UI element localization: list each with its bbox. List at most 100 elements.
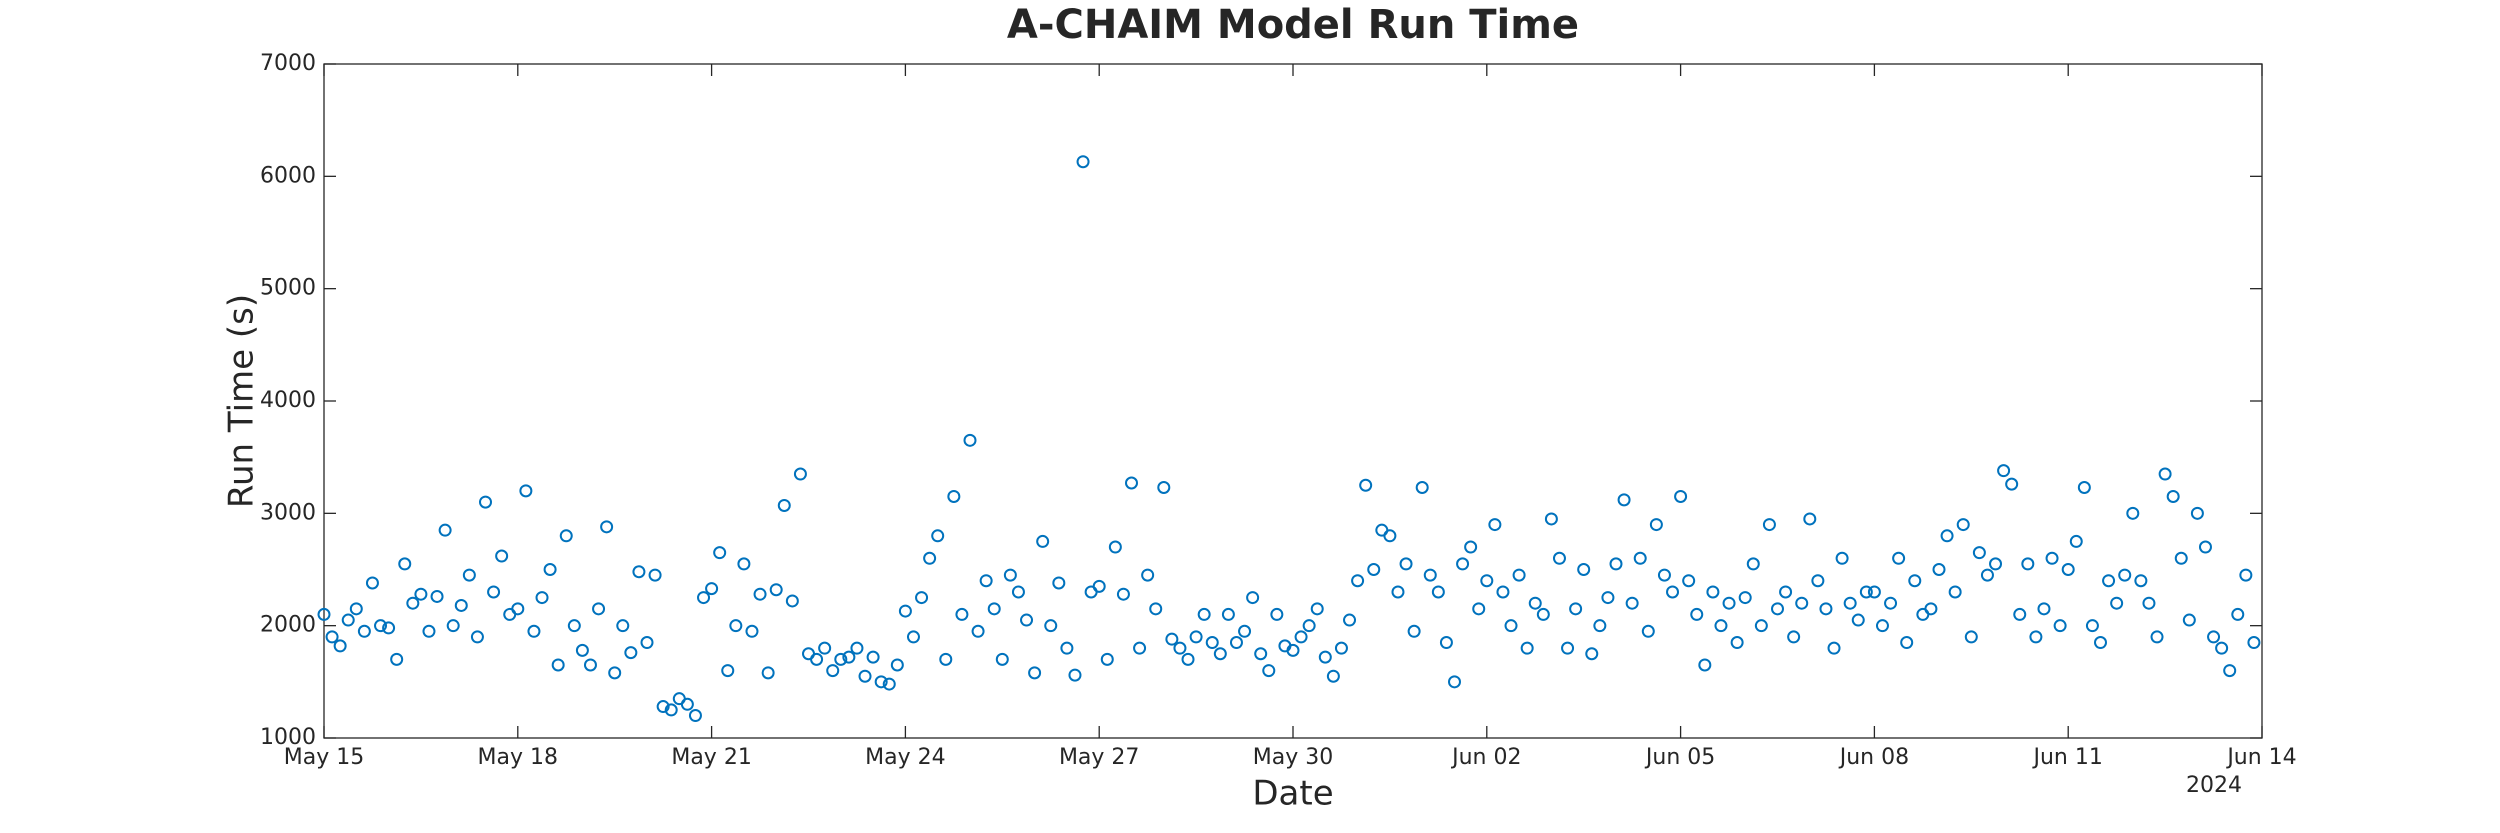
point <box>1367 563 1381 576</box>
point <box>1972 546 1986 560</box>
point <box>2231 607 2245 621</box>
point <box>2126 506 2140 520</box>
point <box>1811 574 1825 588</box>
point <box>1480 574 1494 588</box>
point <box>2198 540 2212 554</box>
point <box>1294 630 1308 644</box>
point <box>1593 619 1607 633</box>
point <box>2110 596 2124 610</box>
point <box>357 624 371 638</box>
point <box>1569 602 1583 616</box>
point <box>915 591 929 605</box>
point <box>2069 534 2083 548</box>
point <box>592 602 606 616</box>
point <box>1795 596 1809 610</box>
point <box>1044 619 1058 633</box>
point <box>1439 636 1453 650</box>
point <box>438 523 452 537</box>
point <box>931 529 945 543</box>
point <box>1351 574 1365 588</box>
point <box>1100 652 1114 666</box>
y-tick-label: 6000 <box>260 163 316 188</box>
point <box>1262 664 1276 678</box>
point <box>1488 518 1502 532</box>
y-tick-label: 4000 <box>260 388 316 413</box>
point <box>511 602 525 616</box>
x-tick-label: May 24 <box>865 745 945 770</box>
point <box>1229 636 1243 650</box>
point <box>1165 632 1179 646</box>
y-tick-label: 2000 <box>260 613 316 638</box>
point <box>1940 529 1954 543</box>
point <box>559 529 573 543</box>
point <box>1173 641 1187 655</box>
point <box>1577 563 1591 576</box>
point <box>995 652 1009 666</box>
point <box>567 619 581 633</box>
point <box>624 646 638 660</box>
point <box>1052 576 1066 590</box>
point <box>1867 585 1881 599</box>
point <box>454 598 468 612</box>
x-axis-year: 2024 <box>2186 773 2242 798</box>
point <box>753 587 767 601</box>
point <box>1464 540 1478 554</box>
point <box>1989 557 2003 571</box>
point <box>874 675 888 689</box>
point <box>713 546 727 560</box>
point <box>858 669 872 683</box>
point <box>1900 636 1914 650</box>
point <box>664 703 678 717</box>
point <box>850 641 864 655</box>
point <box>543 563 557 576</box>
point <box>1456 557 1470 571</box>
point <box>1835 551 1849 565</box>
point <box>1536 607 1550 621</box>
point <box>2013 607 2027 621</box>
point <box>656 700 670 714</box>
point <box>1504 619 1518 633</box>
point <box>1625 596 1639 610</box>
point <box>1270 607 1284 621</box>
point <box>398 557 412 571</box>
point <box>1843 596 1857 610</box>
point <box>1318 650 1332 664</box>
point <box>1205 636 1219 650</box>
point <box>793 467 807 481</box>
point <box>422 624 436 638</box>
point <box>1609 557 1623 571</box>
point <box>1666 585 1680 599</box>
point <box>1738 591 1752 605</box>
point <box>1964 630 1978 644</box>
x-tick-label: Jun 11 <box>2032 745 2103 770</box>
point <box>1189 630 1203 644</box>
point <box>632 565 646 579</box>
point <box>1092 579 1106 593</box>
point <box>1884 596 1898 610</box>
point <box>1980 568 1994 582</box>
point <box>939 652 953 666</box>
point <box>1722 596 1736 610</box>
point <box>906 630 920 644</box>
point <box>721 664 735 678</box>
point <box>349 602 363 616</box>
point <box>2029 630 2043 644</box>
point <box>1552 551 1566 565</box>
point <box>487 585 501 599</box>
point <box>365 576 379 590</box>
point <box>1068 668 1082 682</box>
point <box>325 630 339 644</box>
point <box>551 658 565 672</box>
point <box>2005 477 2019 491</box>
point <box>2166 489 2180 503</box>
point <box>1125 476 1138 490</box>
point <box>1528 596 1542 610</box>
point <box>1141 568 1155 582</box>
point <box>1302 619 1316 633</box>
point <box>608 666 622 680</box>
point <box>1585 647 1599 661</box>
point <box>1391 585 1405 599</box>
point <box>648 568 662 582</box>
x-tick-label: May 15 <box>284 745 364 770</box>
point <box>1246 591 1260 605</box>
